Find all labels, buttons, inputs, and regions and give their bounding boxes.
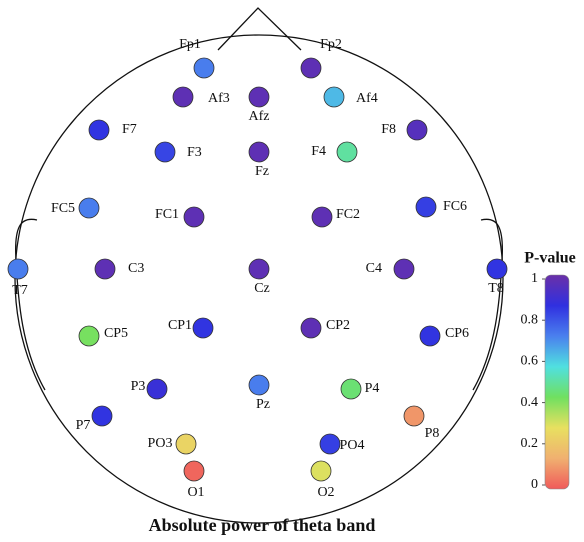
electrode — [146, 378, 168, 400]
electrode-label: O1 — [187, 485, 204, 500]
electrode-label: Af3 — [208, 91, 230, 106]
electrode — [248, 86, 270, 108]
electrode-label: F3 — [187, 145, 202, 160]
electrode — [406, 119, 428, 141]
electrode-label: Cz — [254, 281, 270, 296]
electrode — [415, 196, 437, 218]
colorbar-tick-label: 0.4 — [521, 395, 539, 410]
electrode — [7, 258, 29, 280]
electrode-label: Fp2 — [320, 37, 342, 52]
electrode — [94, 258, 116, 280]
electrode — [300, 57, 322, 79]
electrode-label: O2 — [317, 485, 334, 500]
electrode — [300, 317, 322, 339]
electrode-label: FC5 — [51, 201, 75, 216]
electrode-label: P4 — [365, 381, 380, 396]
electrode — [78, 197, 100, 219]
electrode-label: Afz — [249, 109, 270, 124]
electrode-label: FC2 — [336, 207, 360, 222]
electrode-label: F8 — [381, 122, 396, 137]
electrode — [183, 206, 205, 228]
electrode — [78, 325, 100, 347]
electrode — [323, 86, 345, 108]
colorbar-tick-label: 0.8 — [521, 312, 539, 327]
electrode-label: CP5 — [104, 326, 128, 341]
electrode-label: CP6 — [445, 326, 469, 341]
colorbar-tick-label: 0 — [531, 477, 538, 492]
electrode — [248, 258, 270, 280]
electrode — [154, 141, 176, 163]
electrode-label: F7 — [122, 122, 137, 137]
electrode — [183, 460, 205, 482]
colorbar-tick-label: 0.2 — [521, 436, 539, 451]
electrode-label: CP1 — [168, 318, 192, 333]
electrode-label: F4 — [311, 144, 326, 159]
electrode — [172, 86, 194, 108]
electrode — [193, 57, 215, 79]
electrode — [393, 258, 415, 280]
electrode-label: Fz — [255, 164, 269, 179]
electrode-label: C3 — [128, 261, 144, 276]
electrode — [192, 317, 214, 339]
electrode-label: CP2 — [326, 318, 350, 333]
electrode-label: Fp1 — [179, 37, 201, 52]
electrode-label: C4 — [366, 261, 382, 276]
electrode — [88, 119, 110, 141]
chart-title: Absolute power of theta band — [149, 515, 376, 535]
electrode-label: PO3 — [148, 436, 173, 451]
electrode — [419, 325, 441, 347]
electrode-label: P8 — [425, 426, 440, 441]
colorbar-title: P-value — [524, 250, 576, 267]
electrode-label: Pz — [256, 397, 270, 412]
electrode-label: T8 — [488, 281, 504, 296]
electrode-label: P7 — [76, 418, 91, 433]
electrode — [91, 405, 113, 427]
electrode — [486, 258, 508, 280]
electrode-label: FC6 — [443, 199, 467, 214]
electrode-label: FC1 — [155, 207, 179, 222]
electrode — [319, 433, 341, 455]
electrode — [403, 405, 425, 427]
electrode — [248, 374, 270, 396]
colorbar-tick-label: 1 — [531, 271, 538, 286]
electrode — [248, 141, 270, 163]
electrode-label: T7 — [12, 283, 28, 298]
electrode-label: P3 — [131, 379, 146, 394]
colorbar-tick-label: 0.6 — [521, 354, 539, 369]
colorbar — [544, 274, 570, 490]
electrode-label: PO4 — [340, 438, 365, 453]
electrode — [336, 141, 358, 163]
electrode — [310, 460, 332, 482]
electrode — [311, 206, 333, 228]
electrode-label: Af4 — [356, 91, 378, 106]
electrode — [340, 378, 362, 400]
electrode — [175, 433, 197, 455]
